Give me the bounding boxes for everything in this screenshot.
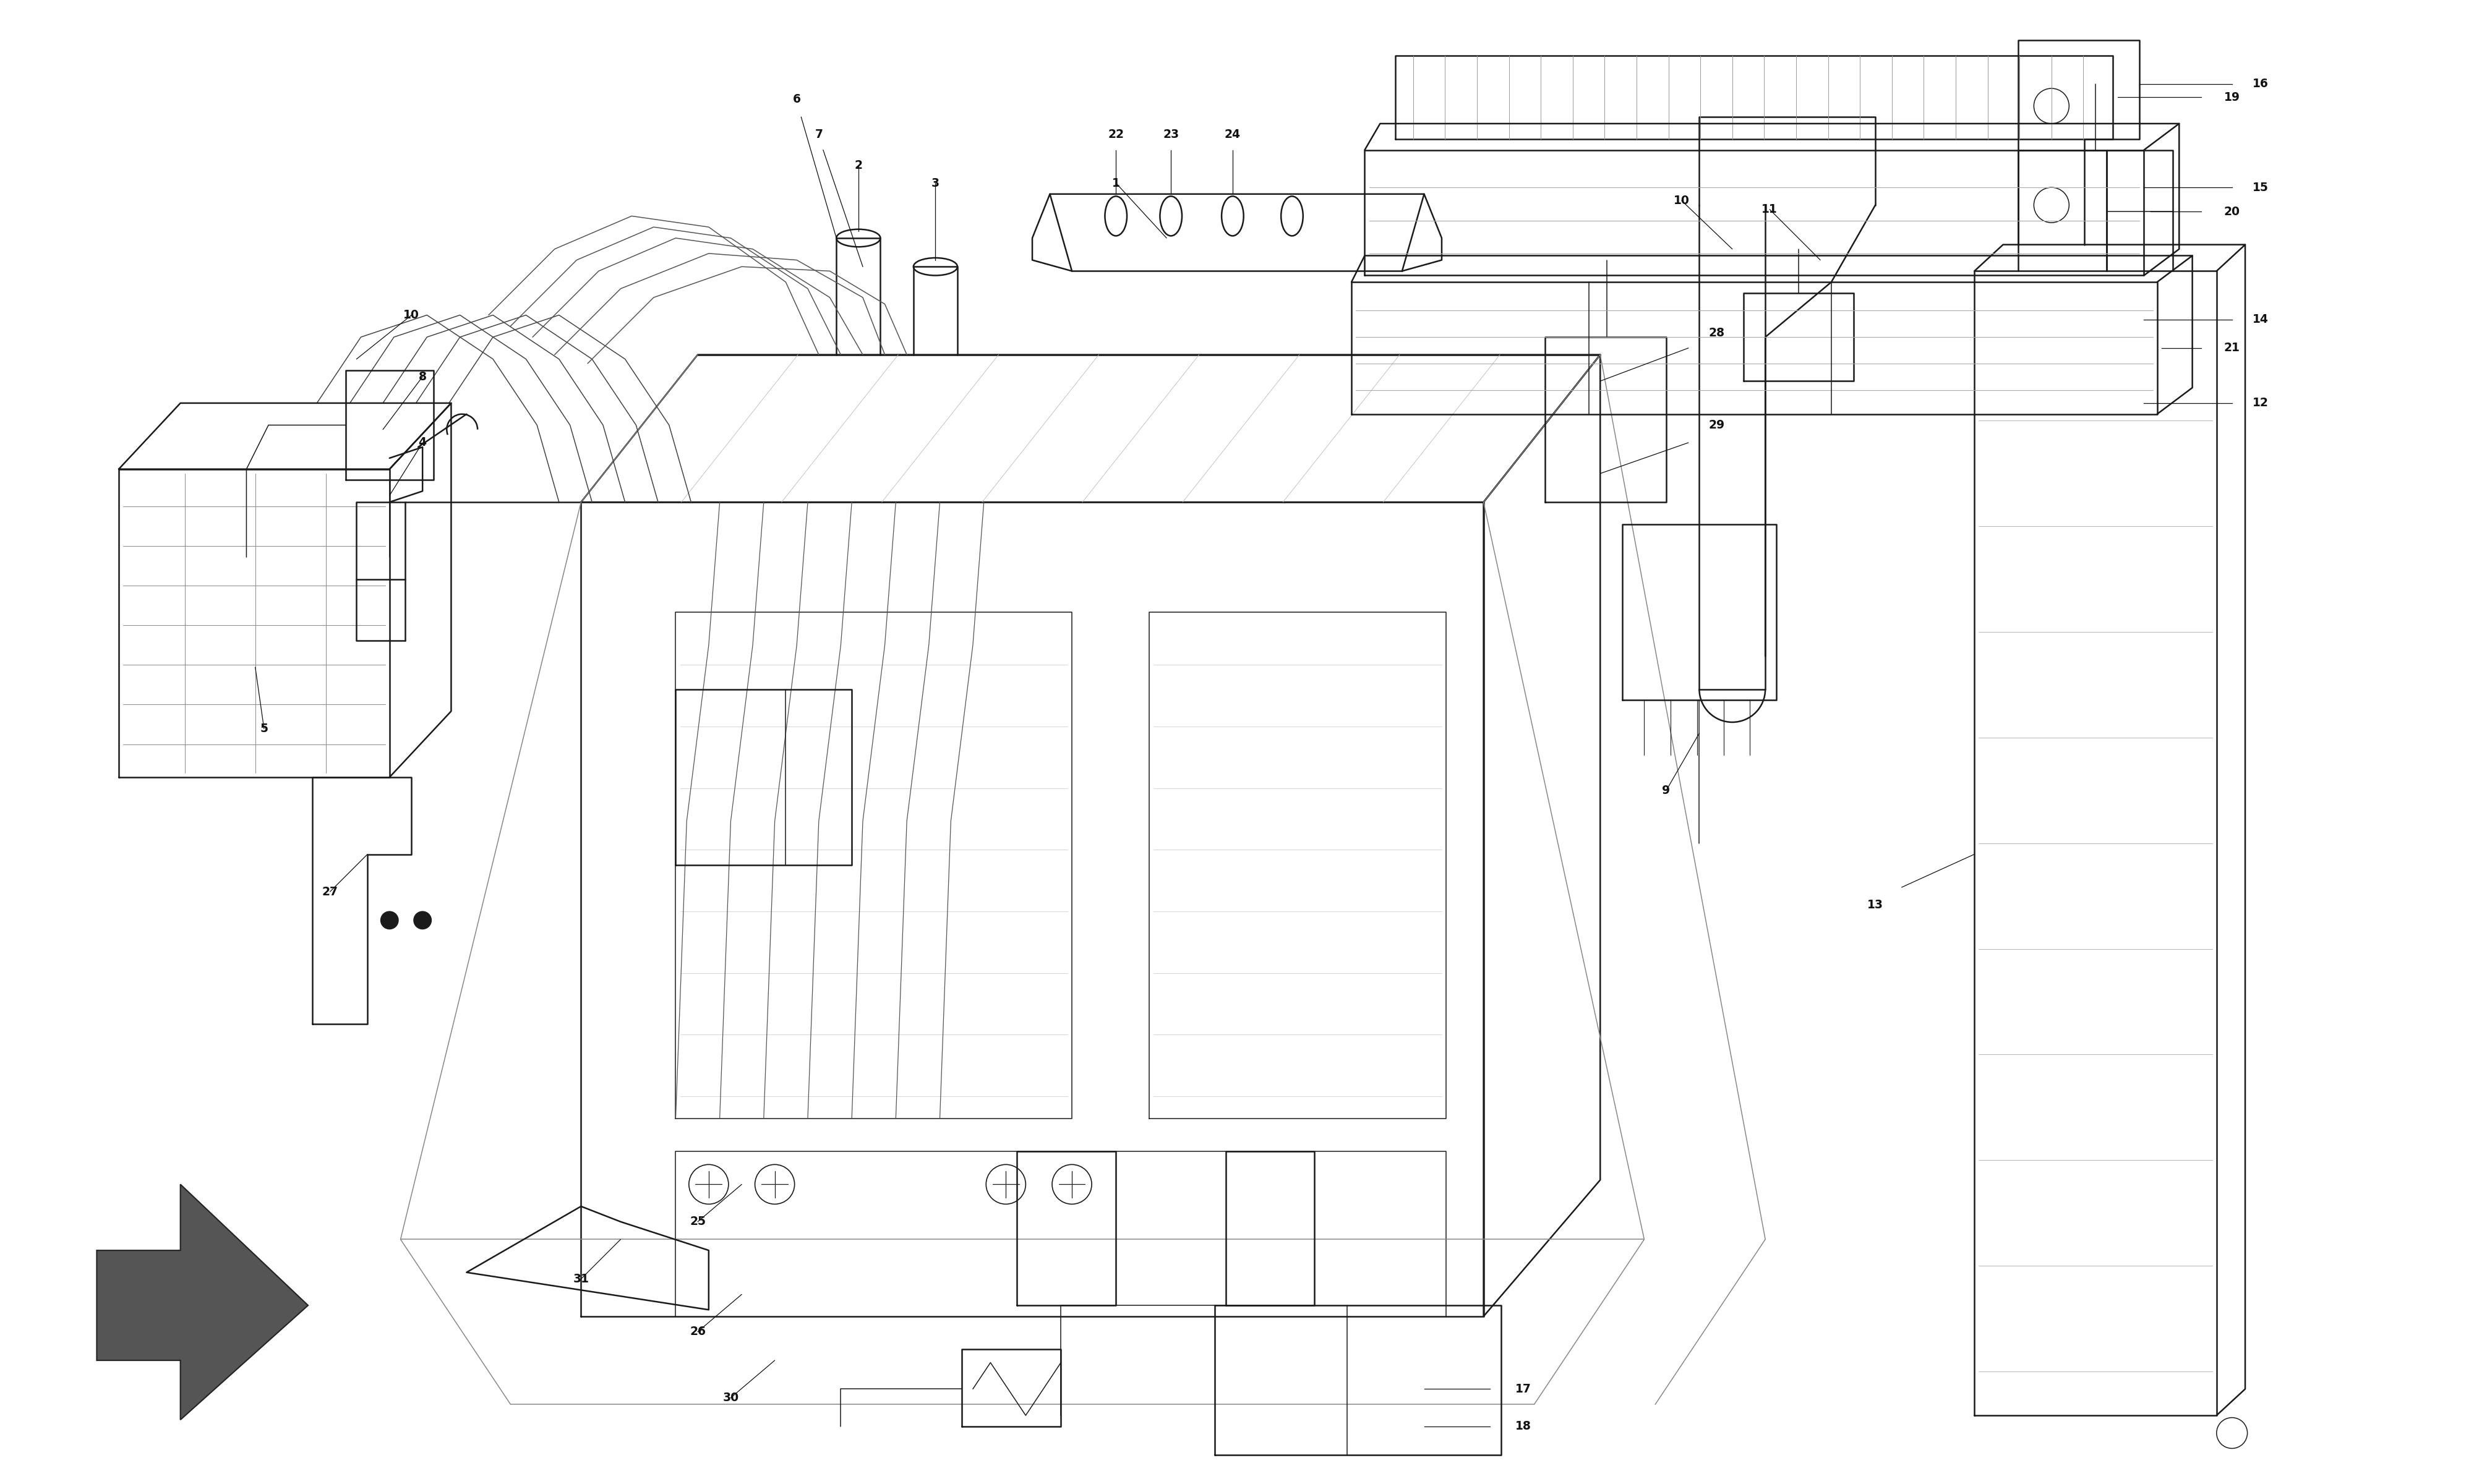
Text: 4: 4 — [418, 436, 426, 448]
Text: 27: 27 — [322, 886, 339, 898]
Text: 2: 2 — [854, 160, 863, 171]
Text: 22: 22 — [1108, 129, 1123, 141]
Text: 15: 15 — [2254, 181, 2269, 193]
Text: 19: 19 — [2224, 92, 2239, 102]
Text: 6: 6 — [792, 93, 802, 105]
Text: 25: 25 — [690, 1215, 705, 1227]
Text: 8: 8 — [418, 371, 426, 383]
Text: 20: 20 — [2224, 206, 2239, 218]
Text: 18: 18 — [1514, 1420, 1531, 1432]
Text: 14: 14 — [2254, 313, 2269, 325]
Circle shape — [381, 911, 398, 929]
Text: 7: 7 — [814, 129, 824, 141]
Text: 5: 5 — [260, 723, 267, 735]
Text: 13: 13 — [1868, 899, 1883, 911]
Text: 31: 31 — [574, 1273, 589, 1285]
Text: 29: 29 — [1710, 420, 1724, 430]
Text: 11: 11 — [1761, 203, 1779, 215]
Text: 26: 26 — [690, 1325, 705, 1337]
Text: 12: 12 — [2254, 398, 2269, 410]
Text: 17: 17 — [1514, 1383, 1531, 1395]
Text: 24: 24 — [1225, 129, 1239, 141]
Text: 23: 23 — [1163, 129, 1180, 141]
Polygon shape — [96, 1184, 309, 1420]
Text: 21: 21 — [2224, 343, 2239, 355]
Text: 30: 30 — [722, 1392, 740, 1404]
Circle shape — [413, 911, 430, 929]
Text: 1: 1 — [1111, 177, 1121, 188]
Text: 9: 9 — [1663, 785, 1670, 797]
Text: 3: 3 — [930, 177, 940, 188]
Text: 28: 28 — [1710, 326, 1724, 338]
Text: 16: 16 — [2254, 79, 2269, 91]
Text: 10: 10 — [1672, 194, 1690, 206]
Text: 10: 10 — [403, 309, 421, 321]
